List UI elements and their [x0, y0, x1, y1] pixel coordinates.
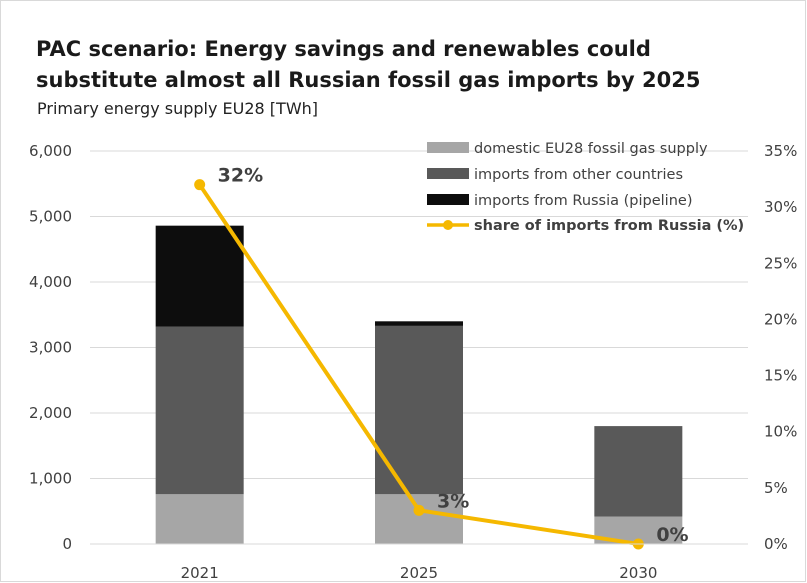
right-axis: 0% 5% 10% 15% 20% 25% 30% 35% [764, 142, 797, 553]
y2-tick-label: 20% [764, 310, 797, 328]
y-tick-label: 3,000 [29, 339, 72, 357]
x-tick-label: 2021 [181, 564, 219, 582]
y2-tick-label: 15% [764, 367, 797, 385]
legend-label-domestic: domestic EU28 fossil gas supply [474, 141, 708, 157]
bar-russia-imports-2025 [375, 321, 463, 326]
bar-other-imports-2025 [375, 325, 463, 495]
y-tick-label: 1,000 [29, 470, 72, 488]
y-tick-label: 4,000 [29, 273, 72, 291]
legend-label-other-imports: imports from other countries [474, 167, 683, 183]
legend-swatch-share-marker [443, 220, 453, 230]
bar-russia-imports-2021 [155, 225, 244, 327]
bars [155, 225, 683, 544]
y-tick-label: 2,000 [29, 404, 72, 422]
y2-tick-label: 25% [764, 254, 797, 272]
share-line [194, 179, 644, 550]
share-data-label: 0% [656, 524, 688, 546]
y-tick-label: 6,000 [29, 142, 72, 160]
legend: domestic EU28 fossil gas supply imports … [427, 141, 744, 234]
left-axis: 0 1,000 2,000 3,000 4,000 5,000 6,000 [29, 142, 72, 553]
share-data-label: 32% [218, 165, 263, 187]
x-axis: 2021 2025 2030 [90, 543, 748, 582]
chart-subtitle: Primary energy supply EU28 [TWh] [37, 99, 319, 118]
bar-domestic-2025 [375, 494, 463, 544]
y-tick-label: 0 [62, 535, 72, 553]
data-labels: 32% 3% 0% [218, 165, 689, 546]
share-line-marker [413, 504, 425, 516]
chart-title: PAC scenario: Energy savings and renewab… [36, 37, 701, 92]
y2-tick-label: 10% [764, 423, 797, 441]
legend-swatch-russia-imports [427, 194, 469, 205]
y-tick-label: 5,000 [29, 208, 72, 226]
legend-label-russia-imports: imports from Russia (pipeline) [474, 193, 692, 209]
x-tick-label: 2025 [400, 564, 438, 582]
bar-domestic-2021 [155, 494, 244, 544]
y2-tick-label: 5% [764, 479, 788, 497]
share-data-label: 3% [437, 490, 469, 512]
bar-other-imports-2021 [155, 326, 244, 495]
y2-tick-label: 30% [764, 198, 797, 216]
legend-swatch-domestic [427, 142, 469, 153]
y2-tick-label: 0% [764, 535, 788, 553]
legend-swatch-other-imports [427, 168, 469, 179]
x-tick-label: 2030 [619, 564, 657, 582]
legend-label-share: share of imports from Russia (%) [474, 218, 744, 234]
bar-other-imports-2030 [594, 426, 683, 517]
y2-tick-label: 35% [764, 142, 797, 160]
share-line-marker [194, 179, 206, 191]
